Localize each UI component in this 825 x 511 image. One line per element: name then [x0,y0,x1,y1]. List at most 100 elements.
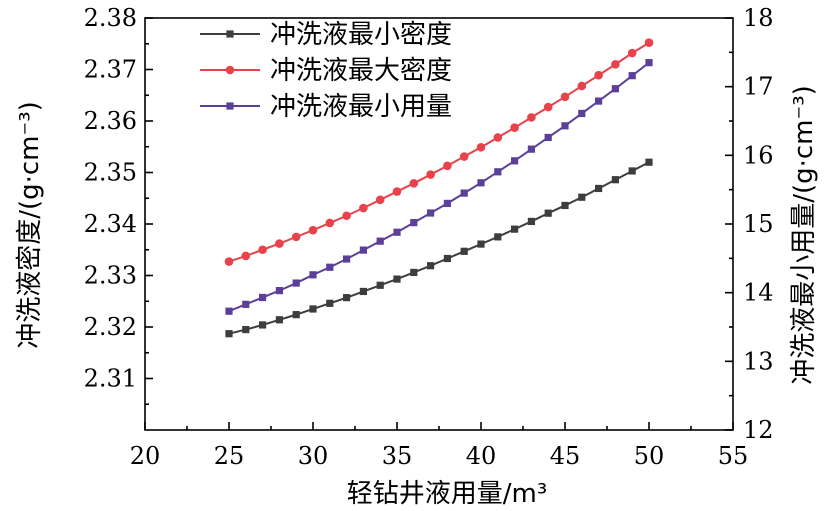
series-point [410,219,418,227]
series-point [578,193,586,201]
series-point [594,70,603,80]
x-tick-label: 35 [382,442,413,470]
series-point [291,232,301,242]
series-point [242,300,250,308]
legend-entry: 冲洗液最小用量 [200,92,452,122]
series-point [292,311,300,319]
series-point [393,228,401,236]
series-point [476,142,486,152]
left-y-tick-label: 2.36 [84,107,137,135]
right-y-axis-title: 冲洗液最小用量/(g·cm⁻³) [789,85,819,385]
series-point [241,251,251,261]
series-line [228,161,650,335]
legend-entry: 冲洗液最大密度 [200,56,452,86]
right-y-tick-label: 12 [743,416,774,444]
series-point [544,133,552,142]
series-point [645,158,653,166]
x-axis-title: 轻钻井液用量/m³ [347,479,548,509]
left-y-tick-label: 2.37 [84,56,137,84]
series-point [393,275,401,283]
series-point [426,170,435,179]
x-tick-label: 25 [214,442,245,470]
series-2 [224,38,654,266]
legend-marker [225,65,235,75]
left-y-tick-label: 2.34 [84,210,137,238]
series-point [477,179,485,187]
series-point [258,245,267,255]
series-point [443,199,451,207]
series-point [309,305,317,313]
series-point [343,294,351,302]
series-point [460,247,468,255]
series-point [595,184,603,193]
series-point [292,279,300,287]
series-point [578,109,586,118]
series-point [494,233,502,241]
left-y-tick-label: 2.31 [84,365,137,393]
series-point [611,85,619,93]
series-point [409,179,419,188]
series-point [511,225,519,233]
right-y-tick-label: 18 [743,4,774,32]
series-point [343,255,351,263]
series-point [359,203,368,213]
series-point [527,113,536,122]
series-point [376,281,384,289]
x-tick-label: 30 [298,442,329,470]
series-point [628,167,636,175]
left-y-axis-ticks: 2.31 2.32 2.33 2.34 2.35 2.36 2.37 2.38 [84,4,153,406]
series-point [459,152,469,161]
series-point [242,325,250,334]
series-point [342,211,351,221]
series-point [644,38,654,48]
right-y-tick-label: 13 [743,347,774,375]
x-axis-ticks: 20 25 30 35 40 45 50 55 [130,422,749,470]
right-y-tick-label: 15 [743,210,774,238]
series-point [359,287,367,296]
series-point [308,225,318,235]
series-point [259,321,267,329]
series-point [544,209,552,217]
right-y-axis-ticks: 12 13 14 15 16 17 18 [725,4,774,444]
left-y-tick-label: 2.32 [84,313,137,341]
series-point [628,72,636,80]
series-point [577,81,587,91]
series-point [511,157,519,165]
legend-label: 冲洗液最小密度 [270,20,452,50]
series-point [477,240,485,248]
series-point [427,262,435,270]
series-point [543,102,553,112]
series-point [443,161,452,171]
series-point [392,187,402,196]
series-point [611,60,620,69]
series-layer [224,38,654,338]
series-point [645,59,653,67]
right-y-tick-label: 16 [743,141,774,169]
series-1 [225,158,653,338]
left-y-tick-label: 2.35 [84,159,137,187]
series-point [275,287,283,295]
left-y-axis-title: 冲洗液密度/(g·cm⁻³) [15,101,45,349]
x-tick-label: 55 [718,442,749,470]
series-3 [225,59,653,315]
series-point [427,209,435,217]
x-tick-label: 20 [130,442,161,470]
legend-marker [226,102,234,110]
series-point [510,123,519,132]
series-point [376,237,384,245]
legend-label: 冲洗液最小用量 [270,92,452,122]
series-point [259,293,267,302]
series-point [410,268,418,277]
series-point [493,133,503,142]
series-point [494,168,502,176]
series-point [225,330,233,338]
series-point [595,97,603,105]
series-point [275,316,283,324]
series-point [443,254,451,263]
series-point [527,145,535,153]
series-point [527,217,535,226]
series-point [560,92,570,102]
series-point [561,122,569,130]
left-y-tick-label: 2.38 [84,4,137,32]
